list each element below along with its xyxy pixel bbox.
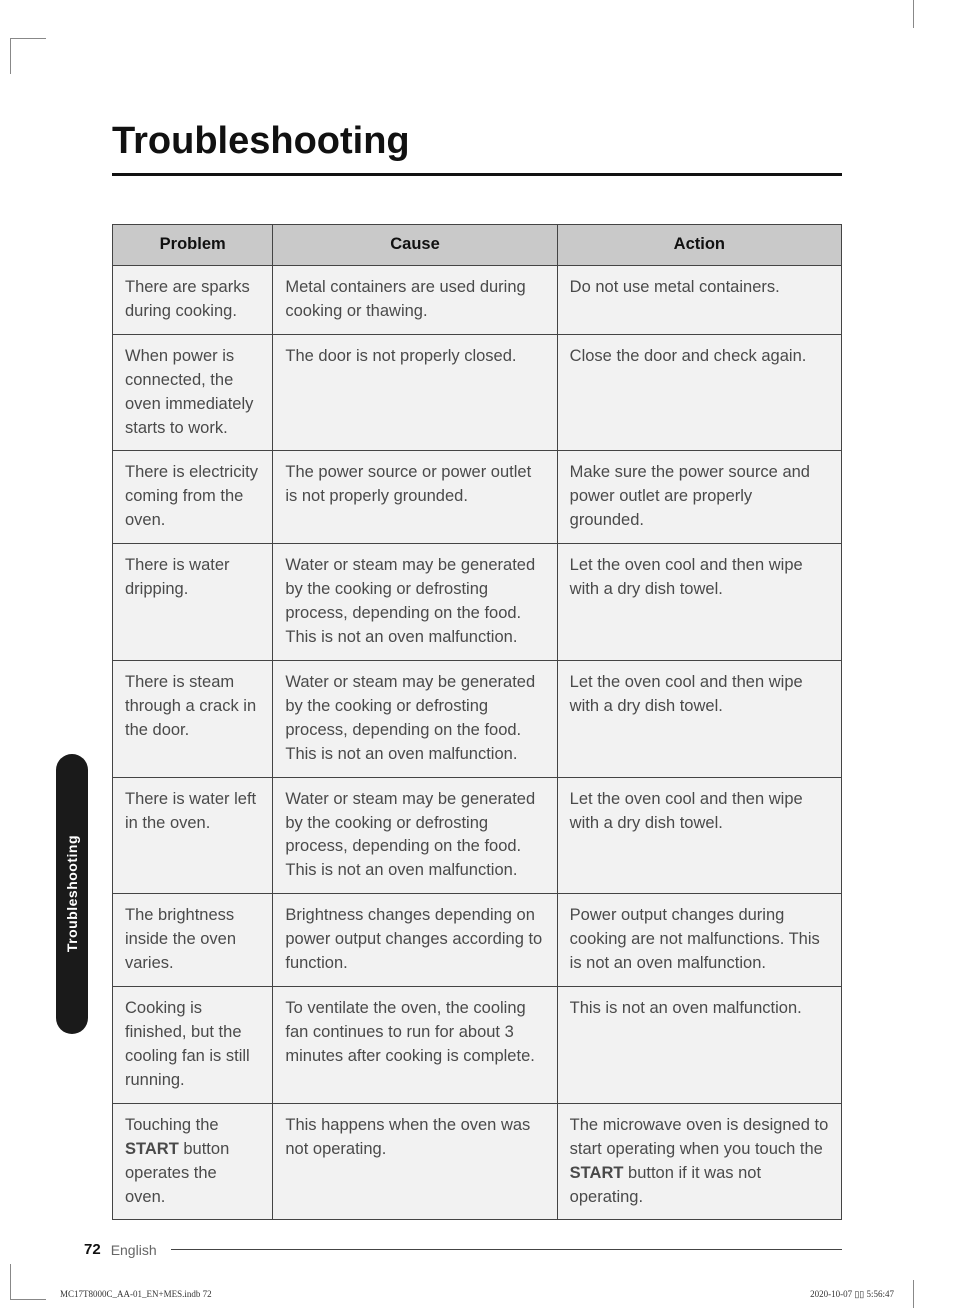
crop-mark [913, 0, 914, 28]
table-row: There is water left in the oven.Water or… [113, 777, 842, 894]
cell-action: The microwave oven is designed to start … [557, 1103, 841, 1220]
footer-rule [171, 1249, 842, 1250]
cell-problem: There are sparks during cooking. [113, 265, 273, 334]
cell-problem: There is steam through a crack in the do… [113, 660, 273, 777]
cell-cause: The door is not properly closed. [273, 334, 557, 451]
cell-action: This is not an oven malfunction. [557, 987, 841, 1104]
table-row: There are sparks during cooking.Metal co… [113, 265, 842, 334]
cell-problem: When power is connected, the oven immedi… [113, 334, 273, 451]
table-row: When power is connected, the oven immedi… [113, 334, 842, 451]
table-row: There is steam through a crack in the do… [113, 660, 842, 777]
page-number: 72 [84, 1241, 101, 1258]
cell-action: Let the oven cool and then wipe with a d… [557, 777, 841, 894]
crop-mark [10, 38, 46, 74]
table-row: There is water dripping.Water or steam m… [113, 544, 842, 661]
cell-cause: This happens when the oven was not opera… [273, 1103, 557, 1220]
cell-action: Make sure the power source and power out… [557, 451, 841, 544]
cell-problem: There is water left in the oven. [113, 777, 273, 894]
cell-cause: Water or steam may be generated by the c… [273, 544, 557, 661]
table-row: There is electricity coming from the ove… [113, 451, 842, 544]
cell-cause: The power source or power outlet is not … [273, 451, 557, 544]
col-problem: Problem [113, 225, 273, 266]
cell-problem: Cooking is finished, but the cooling fan… [113, 987, 273, 1104]
page-title: Troubleshooting [112, 120, 842, 176]
col-action: Action [557, 225, 841, 266]
cell-cause: Water or steam may be generated by the c… [273, 660, 557, 777]
side-tab: Troubleshooting [56, 754, 88, 1034]
cell-action: Do not use metal containers. [557, 265, 841, 334]
crop-mark [10, 1264, 46, 1300]
table-row: Touching the START button operates the o… [113, 1103, 842, 1220]
troubleshooting-table: Problem Cause Action There are sparks du… [112, 224, 842, 1220]
cell-cause: Metal containers are used during cooking… [273, 265, 557, 334]
cell-action: Let the oven cool and then wipe with a d… [557, 544, 841, 661]
table-row: The brightness inside the oven varies.Br… [113, 894, 842, 987]
imprint: MC17T8000C_AA-01_EN+MES.indb 72 2020-10-… [60, 1289, 894, 1300]
side-tab-label: Troubleshooting [64, 835, 80, 952]
cell-action: Power output changes during cooking are … [557, 894, 841, 987]
cell-problem: Touching the START button operates the o… [113, 1103, 273, 1220]
cell-cause: Brightness changes depending on power ou… [273, 894, 557, 987]
page-footer: 72 English [84, 1241, 842, 1258]
imprint-date: 2020-10-07 ▯▯ 5:56:47 [810, 1289, 894, 1300]
cell-cause: To ventilate the oven, the cooling fan c… [273, 987, 557, 1104]
cell-action: Let the oven cool and then wipe with a d… [557, 660, 841, 777]
cell-problem: The brightness inside the oven varies. [113, 894, 273, 987]
table-row: Cooking is finished, but the cooling fan… [113, 987, 842, 1104]
imprint-file: MC17T8000C_AA-01_EN+MES.indb 72 [60, 1289, 212, 1300]
cell-problem: There is water dripping. [113, 544, 273, 661]
page-content: Troubleshooting Problem Cause Action The… [0, 0, 954, 1220]
language-label: English [111, 1242, 157, 1258]
crop-mark [913, 1280, 914, 1308]
table-header-row: Problem Cause Action [113, 225, 842, 266]
col-cause: Cause [273, 225, 557, 266]
cell-cause: Water or steam may be generated by the c… [273, 777, 557, 894]
cell-action: Close the door and check again. [557, 334, 841, 451]
cell-problem: There is electricity coming from the ove… [113, 451, 273, 544]
